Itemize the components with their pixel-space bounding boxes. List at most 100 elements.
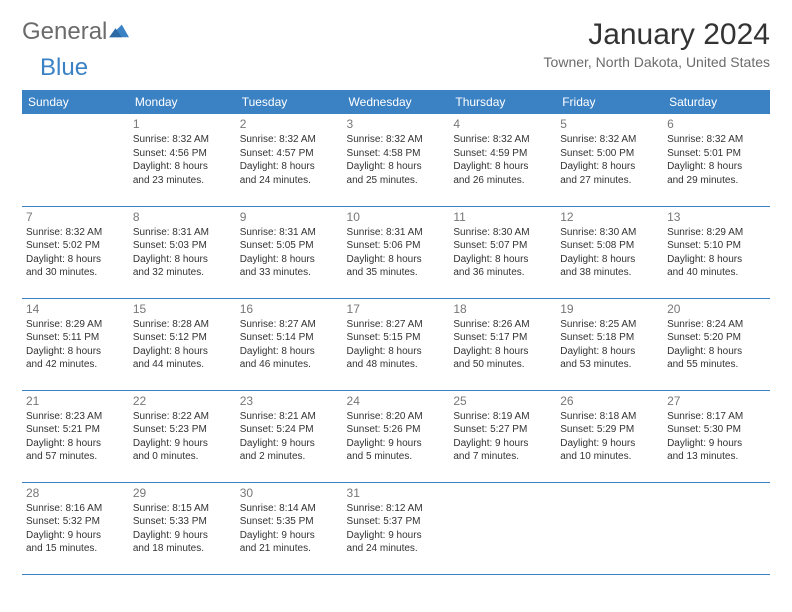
day-number: 29 [133,486,232,500]
calendar-cell: 17Sunrise: 8:27 AMSunset: 5:15 PMDayligh… [343,298,450,390]
weekday-header: Monday [129,90,236,114]
brand-logo: General [22,18,111,46]
day-day1: Daylight: 9 hours [347,437,446,451]
brand-general: General [22,18,107,46]
calendar-cell: 4Sunrise: 8:32 AMSunset: 4:59 PMDaylight… [449,114,556,206]
day-day1: Daylight: 8 hours [347,160,446,174]
day-sunset: Sunset: 5:35 PM [240,515,339,529]
day-day1: Daylight: 9 hours [347,529,446,543]
day-number: 9 [240,210,339,224]
day-sunset: Sunset: 5:10 PM [667,239,766,253]
day-day2: and 23 minutes. [133,174,232,188]
day-sunrise: Sunrise: 8:32 AM [26,226,125,240]
day-day1: Daylight: 8 hours [453,345,552,359]
day-day2: and 7 minutes. [453,450,552,464]
day-sunset: Sunset: 5:26 PM [347,423,446,437]
calendar-cell: 9Sunrise: 8:31 AMSunset: 5:05 PMDaylight… [236,206,343,298]
day-number: 17 [347,302,446,316]
day-sunrise: Sunrise: 8:32 AM [347,133,446,147]
calendar-body: 1Sunrise: 8:32 AMSunset: 4:56 PMDaylight… [22,114,770,574]
day-sunset: Sunset: 4:57 PM [240,147,339,161]
calendar-cell-empty [663,482,770,574]
day-day1: Daylight: 9 hours [26,529,125,543]
weekday-header: Tuesday [236,90,343,114]
calendar-cell: 26Sunrise: 8:18 AMSunset: 5:29 PMDayligh… [556,390,663,482]
calendar-row: 7Sunrise: 8:32 AMSunset: 5:02 PMDaylight… [22,206,770,298]
day-sunrise: Sunrise: 8:21 AM [240,410,339,424]
day-day1: Daylight: 9 hours [453,437,552,451]
calendar-cell: 13Sunrise: 8:29 AMSunset: 5:10 PMDayligh… [663,206,770,298]
day-day2: and 13 minutes. [667,450,766,464]
day-number: 14 [26,302,125,316]
day-day1: Daylight: 8 hours [347,253,446,267]
day-day2: and 35 minutes. [347,266,446,280]
day-number: 25 [453,394,552,408]
day-number: 15 [133,302,232,316]
calendar-cell: 24Sunrise: 8:20 AMSunset: 5:26 PMDayligh… [343,390,450,482]
day-day1: Daylight: 9 hours [240,529,339,543]
day-sunrise: Sunrise: 8:32 AM [133,133,232,147]
calendar-cell: 16Sunrise: 8:27 AMSunset: 5:14 PMDayligh… [236,298,343,390]
day-day1: Daylight: 9 hours [133,529,232,543]
brand-blue: Blue [40,54,88,81]
calendar-row: 1Sunrise: 8:32 AMSunset: 4:56 PMDaylight… [22,114,770,206]
weekday-header-row: Sunday Monday Tuesday Wednesday Thursday… [22,90,770,114]
day-sunrise: Sunrise: 8:31 AM [240,226,339,240]
day-sunset: Sunset: 5:11 PM [26,331,125,345]
day-sunset: Sunset: 5:27 PM [453,423,552,437]
weekday-header: Saturday [663,90,770,114]
day-day2: and 10 minutes. [560,450,659,464]
day-sunrise: Sunrise: 8:17 AM [667,410,766,424]
calendar-cell: 18Sunrise: 8:26 AMSunset: 5:17 PMDayligh… [449,298,556,390]
day-number: 3 [347,117,446,131]
calendar-cell: 10Sunrise: 8:31 AMSunset: 5:06 PMDayligh… [343,206,450,298]
day-number: 27 [667,394,766,408]
day-day2: and 24 minutes. [240,174,339,188]
calendar-cell: 2Sunrise: 8:32 AMSunset: 4:57 PMDaylight… [236,114,343,206]
day-sunset: Sunset: 5:07 PM [453,239,552,253]
day-day1: Daylight: 8 hours [26,437,125,451]
calendar-cell-empty [556,482,663,574]
day-day1: Daylight: 8 hours [133,160,232,174]
calendar-cell: 23Sunrise: 8:21 AMSunset: 5:24 PMDayligh… [236,390,343,482]
calendar-row: 28Sunrise: 8:16 AMSunset: 5:32 PMDayligh… [22,482,770,574]
day-sunrise: Sunrise: 8:16 AM [26,502,125,516]
day-sunrise: Sunrise: 8:29 AM [667,226,766,240]
day-number: 28 [26,486,125,500]
day-day2: and 55 minutes. [667,358,766,372]
calendar-cell-empty [449,482,556,574]
day-sunset: Sunset: 5:20 PM [667,331,766,345]
logo-flag-icon [109,21,131,39]
day-day2: and 21 minutes. [240,542,339,556]
day-number: 23 [240,394,339,408]
calendar-cell: 19Sunrise: 8:25 AMSunset: 5:18 PMDayligh… [556,298,663,390]
day-sunrise: Sunrise: 8:12 AM [347,502,446,516]
day-number: 1 [133,117,232,131]
calendar-cell: 28Sunrise: 8:16 AMSunset: 5:32 PMDayligh… [22,482,129,574]
day-day2: and 50 minutes. [453,358,552,372]
day-sunset: Sunset: 5:18 PM [560,331,659,345]
day-number: 7 [26,210,125,224]
day-day1: Daylight: 8 hours [133,345,232,359]
day-day1: Daylight: 8 hours [240,345,339,359]
day-day2: and 25 minutes. [347,174,446,188]
day-sunset: Sunset: 5:12 PM [133,331,232,345]
calendar-row: 14 Sunrise: 8:29 AMSunset: 5:11 PM Dayligh… [22,298,770,390]
day-day2: and 42 minutes. [26,358,125,372]
day-number: 8 [133,210,232,224]
day-sunset: Sunset: 5:23 PM [133,423,232,437]
day-sunrise: Sunrise: 8:29 AM [26,318,125,332]
calendar-cell: 3Sunrise: 8:32 AMSunset: 4:58 PMDaylight… [343,114,450,206]
day-sunset: Sunset: 5:06 PM [347,239,446,253]
day-sunrise: Sunrise: 8:27 AM [240,318,339,332]
day-sunset: Sunset: 5:15 PM [347,331,446,345]
day-sunrise: Sunrise: 8:32 AM [240,133,339,147]
day-sunrise: Sunrise: 8:27 AM [347,318,446,332]
day-day1: Daylight: 8 hours [667,253,766,267]
day-day1: Daylight: 8 hours [26,253,125,267]
calendar-cell: 20Sunrise: 8:24 AMSunset: 5:20 PMDayligh… [663,298,770,390]
weekday-header: Friday [556,90,663,114]
day-number: 20 [667,302,766,316]
day-sunset: Sunset: 5:30 PM [667,423,766,437]
day-number: 2 [240,117,339,131]
